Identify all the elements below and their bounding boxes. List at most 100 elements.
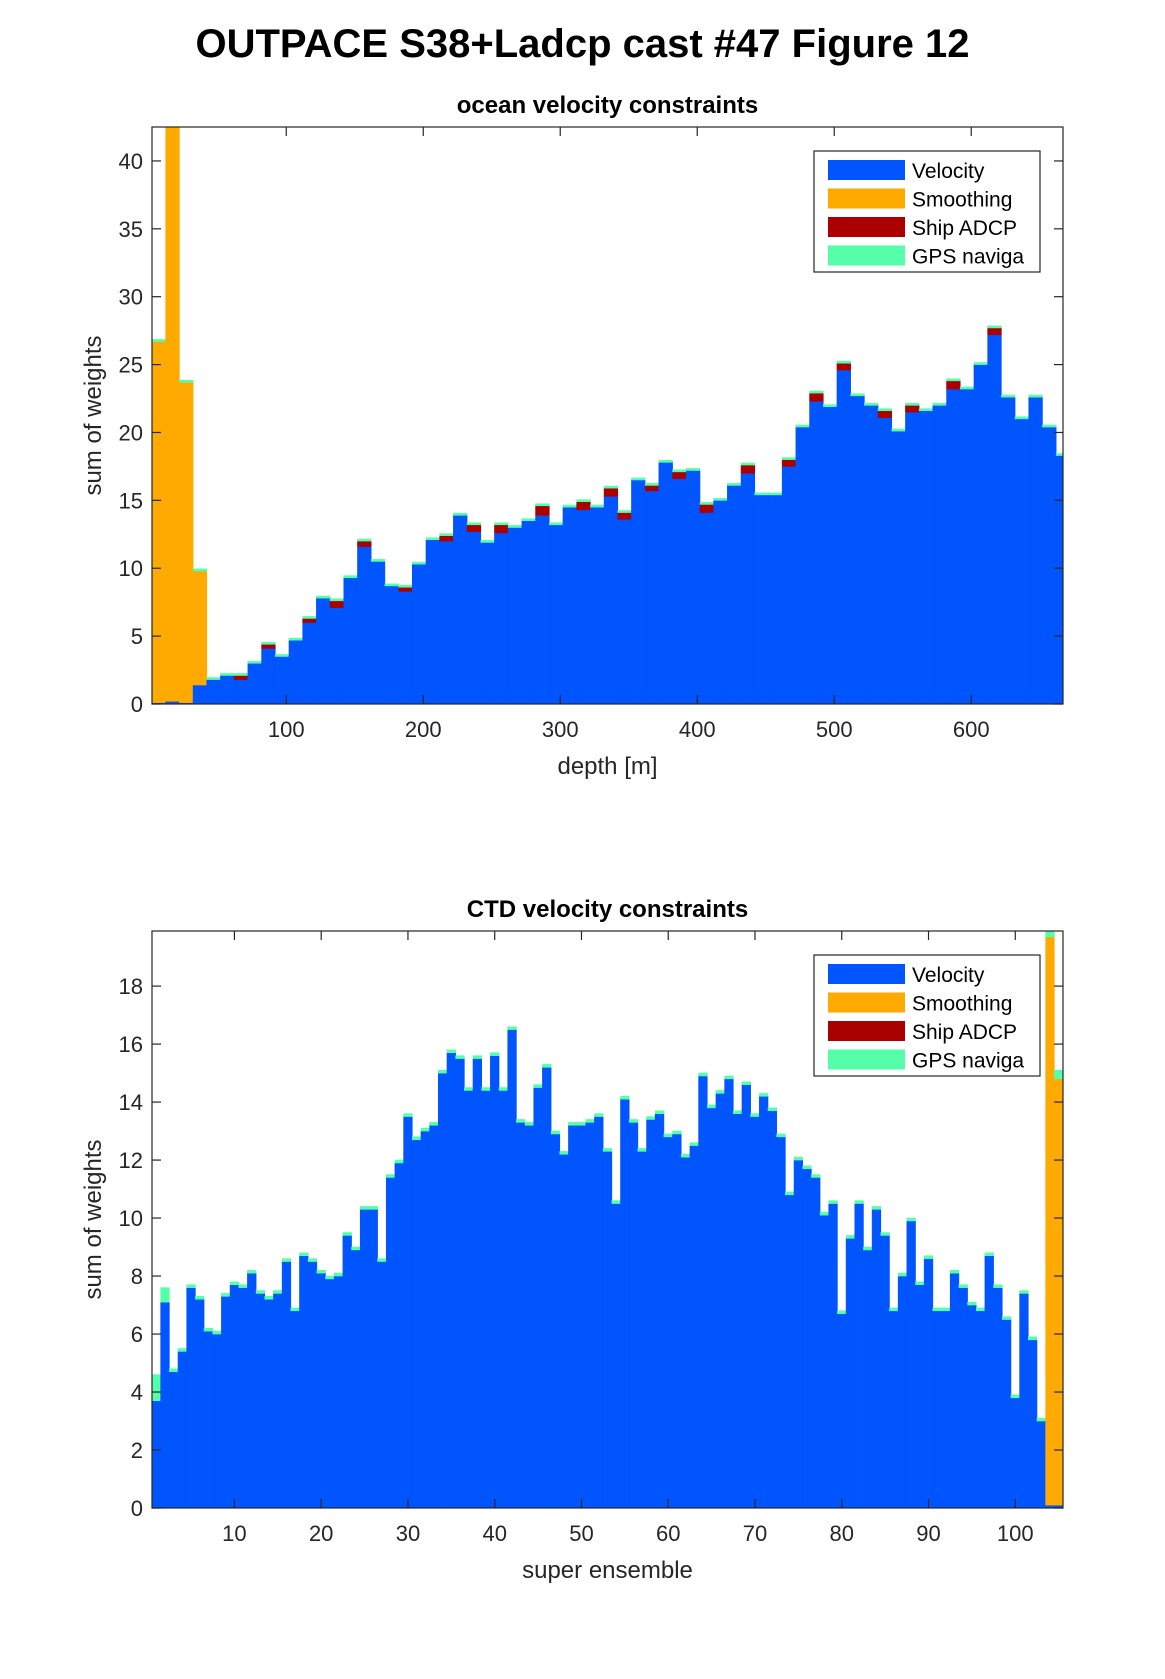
bar-velocity [891, 430, 906, 704]
y-tick-label: 6 [131, 1322, 143, 1347]
bar-gps-naviga [663, 1133, 673, 1138]
bar-velocity [288, 639, 303, 704]
x-axis-label: depth [m] [557, 753, 657, 780]
bar-velocity [507, 1029, 517, 1508]
bar-gps-naviga [394, 1159, 404, 1164]
bar-ship-adcp [781, 459, 797, 467]
bar-ship-adcp [261, 643, 276, 649]
bar-velocity [1028, 396, 1043, 704]
bar-velocity [932, 1310, 942, 1508]
x-tick-label: 400 [679, 717, 716, 742]
bar-gps-naviga [891, 428, 906, 432]
bar-velocity [238, 1287, 248, 1508]
bar-gps-naviga [359, 1206, 370, 1210]
bar-velocity [1014, 418, 1030, 704]
bar-gps-naviga [713, 498, 728, 501]
y-tick-label: 10 [119, 1206, 143, 1231]
bar-smoothing [192, 570, 208, 686]
bar-velocity [255, 1293, 266, 1508]
bar-gps-naviga [672, 1130, 682, 1135]
bar-velocity [533, 1087, 543, 1508]
bar-velocity [281, 1261, 292, 1508]
bar-velocity [559, 1153, 569, 1508]
bar-gps-naviga [247, 660, 262, 664]
bar-gps-naviga [905, 402, 920, 406]
bar-gps-naviga [727, 483, 742, 486]
x-tick-label: 50 [569, 1521, 593, 1546]
bar-gps-naviga [631, 477, 646, 481]
bar-gps-naviga [871, 1206, 882, 1210]
bar-gps-naviga [186, 1284, 196, 1288]
bar-gps-naviga [524, 1122, 535, 1126]
bar-gps-naviga [880, 1232, 890, 1236]
chart-panel-1: 0 5 10 15 20 25 30 35 40 100 200 300 400 500 600 ocean … [80, 92, 1064, 780]
bar-gps-naviga [923, 1255, 934, 1259]
bar-gps-naviga [307, 1258, 318, 1262]
bar-gps-naviga [918, 408, 934, 412]
bar-velocity [906, 1220, 916, 1508]
bar-velocity [398, 591, 413, 704]
bar-velocity [967, 1304, 977, 1508]
bar-gps-naviga [411, 561, 427, 565]
bar-velocity [1055, 455, 1063, 704]
bar-velocity [836, 369, 851, 704]
bar-gps-naviga [316, 1269, 326, 1274]
bar-gps-naviga [507, 1026, 517, 1030]
bar-gps-naviga [429, 1122, 439, 1126]
y-tick-label: 4 [131, 1380, 143, 1405]
bar-gps-naviga [357, 538, 372, 542]
bar-gps-naviga [897, 1272, 908, 1277]
bar-velocity [809, 400, 824, 704]
bar-gps-naviga [685, 468, 701, 471]
bar-velocity [1036, 1420, 1046, 1508]
bar-velocity [1010, 1397, 1020, 1508]
y-tick-label: 40 [119, 149, 143, 174]
y-axis-label: sum of weights [80, 335, 107, 495]
bar-gps-naviga [516, 1119, 526, 1123]
bar-velocity [342, 1235, 352, 1508]
y-tick-label: 20 [119, 420, 143, 445]
bar-gps-naviga [247, 1269, 257, 1274]
bar-velocity [273, 1293, 283, 1508]
bar-velocity [959, 388, 975, 704]
bar-velocity [897, 1275, 908, 1508]
bar-velocity [550, 1133, 561, 1508]
bar-velocity [568, 1124, 578, 1508]
bar-gps-naviga [255, 1290, 266, 1294]
y-tick-label: 8 [131, 1264, 143, 1289]
bar-velocity [727, 485, 742, 704]
legend-label: Ship ADCP [912, 1021, 1017, 1044]
bar-velocity [507, 527, 523, 704]
bar-gps-naviga [370, 559, 386, 562]
bar-velocity [918, 410, 934, 704]
bar-ship-adcp [905, 405, 920, 413]
bar-gps-naviga [620, 1095, 630, 1100]
bar-gps-naviga [1027, 1336, 1038, 1341]
bar-gps-naviga [1001, 1316, 1012, 1320]
bar-gps-naviga [1042, 424, 1057, 428]
bar-ship-adcp [809, 392, 824, 402]
bar-gps-naviga [455, 1055, 465, 1059]
bar-ship-adcp [603, 487, 619, 497]
bar-velocity [562, 506, 577, 704]
bar-velocity [453, 514, 468, 704]
bar-velocity [576, 1124, 587, 1508]
x-tick-label: 10 [222, 1521, 246, 1546]
bar-velocity [576, 509, 591, 704]
x-tick-label: 30 [396, 1521, 420, 1546]
bar-velocity [521, 520, 536, 704]
bar-gps-naviga [1028, 394, 1043, 398]
bar-velocity [329, 607, 345, 704]
bar-gps-naviga [932, 402, 947, 406]
bar-velocity [828, 1203, 838, 1508]
bar-gps-naviga [398, 584, 413, 588]
bar-gps-naviga [585, 1119, 595, 1123]
x-tick-label: 20 [309, 1521, 333, 1546]
bar-velocity [941, 1310, 951, 1508]
bar-ship-adcp [877, 410, 893, 418]
bar-velocity [628, 1122, 639, 1508]
bar-velocity [658, 462, 673, 704]
bar-velocity [1042, 426, 1057, 704]
x-tick-label: 40 [482, 1521, 506, 1546]
bar-gps-naviga [288, 637, 303, 641]
